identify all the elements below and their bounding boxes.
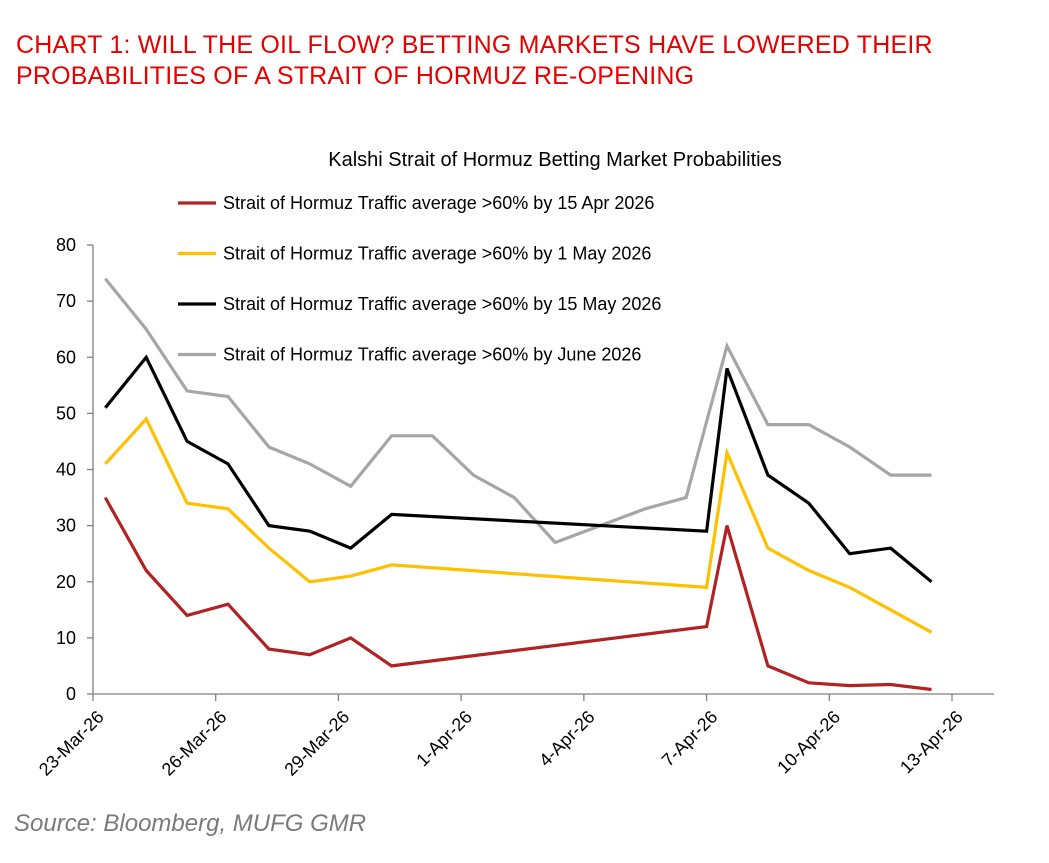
y-tick-label: 50 [56,403,76,423]
chart-heading: CHART 1: WILL THE OIL FLOW? BETTING MARK… [16,30,1036,92]
legend-label-1: Strait of Hormuz Traffic average >60% by… [223,193,654,213]
x-tick-label: 23-Mar-26 [35,707,108,780]
line-chart: Kalshi Strait of Hormuz Betting Market P… [35,149,994,780]
legend-label-4: Strait of Hormuz Traffic average >60% by… [223,345,641,365]
plot-lines [103,277,933,692]
y-axis: 0 10 20 30 40 50 60 70 80 [56,235,94,704]
x-tick-label: 29-Mar-26 [280,707,353,780]
y-tick-label: 60 [56,347,76,367]
x-tick-label: 7-Apr-26 [658,707,722,771]
source-note: Source: Bloomberg, MUFG GMR [14,810,367,837]
series-line-1 [103,496,932,692]
y-tick-label: 0 [66,684,76,704]
legend: Strait of Hormuz Traffic average >60% by… [178,193,661,365]
series-line-3 [104,354,933,584]
x-tick-label: 13-Apr-26 [896,707,967,778]
y-tick-label: 70 [56,291,76,311]
series-line-4 [104,277,932,545]
chart-heading-line-2: PROBABILITIES OF A STRAIT OF HORMUZ RE-O… [16,62,695,90]
chart-heading-line-1: CHART 1: WILL THE OIL FLOW? BETTING MARK… [16,31,933,59]
y-tick-label: 10 [56,628,76,648]
y-tick-label: 30 [56,516,76,536]
legend-label-2: Strait of Hormuz Traffic average >60% by… [223,244,651,264]
series-line-2 [104,416,933,634]
x-tick-label: 4-Apr-26 [535,707,599,771]
chart-title: Kalshi Strait of Hormuz Betting Market P… [328,149,782,171]
y-tick-label: 40 [56,460,76,480]
legend-label-3: Strait of Hormuz Traffic average >60% by… [223,294,661,314]
x-axis: 23-Mar-26 26-Mar-26 29-Mar-26 1-Apr-26 4-Apr… [35,693,994,780]
y-tick-label: 20 [56,572,76,592]
y-tick-label: 80 [56,235,76,255]
x-tick-label: 26-Mar-26 [158,707,231,780]
x-tick-label: 10-Apr-26 [773,707,844,778]
x-tick-label: 1-Apr-26 [412,707,476,771]
